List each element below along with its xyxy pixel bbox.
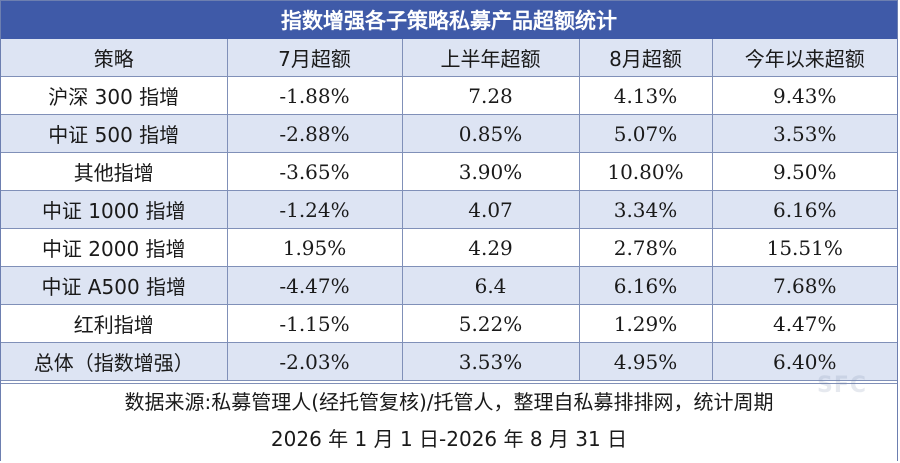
table-row: 沪深 300 指增 -1.88% 7.28 4.13% 9.43% — [1, 76, 897, 115]
value-cell: 4.13% — [579, 76, 713, 115]
strategy-cell: 总体（指数增强） — [1, 342, 228, 381]
value-cell: 4.07 — [402, 190, 580, 229]
value-cell: -2.88% — [227, 114, 403, 153]
table-row: 中证 2000 指增 1.95% 4.29 2.78% 15.51% — [1, 228, 897, 267]
table-row: 中证 500 指增 -2.88% 0.85% 5.07% 3.53% — [1, 114, 897, 153]
table-row: 中证 1000 指增 -1.24% 4.07 3.34% 6.16% — [1, 190, 897, 229]
value-cell: 1.29% — [579, 304, 713, 343]
value-cell: 6.40% — [712, 342, 897, 381]
value-cell: -1.88% — [227, 76, 403, 115]
column-header-first-half: 上半年超额 — [402, 39, 580, 77]
value-cell: 5.07% — [579, 114, 713, 153]
column-header-august: 8月超额 — [579, 39, 713, 77]
value-cell: 15.51% — [712, 228, 897, 267]
value-cell: 7.28 — [402, 76, 580, 115]
value-cell: 6.4 — [402, 266, 580, 305]
table-row: 中证 A500 指增 -4.47% 6.4 6.16% 7.68% — [1, 266, 897, 305]
strategy-cell: 中证 2000 指增 — [1, 228, 228, 267]
strategy-cell: 其他指增 — [1, 152, 228, 191]
value-cell: -1.24% — [227, 190, 403, 229]
value-cell: 3.90% — [402, 152, 580, 191]
value-cell: 7.68% — [712, 266, 897, 305]
value-cell: 3.53% — [402, 342, 580, 381]
value-cell: 1.95% — [227, 228, 403, 267]
strategy-cell: 中证 500 指增 — [1, 114, 228, 153]
source-note: 数据来源:私募管理人(经托管复核)/托管人，整理自私募排排网，统计周期 2026… — [1, 383, 897, 462]
value-cell: 9.43% — [712, 76, 897, 115]
watermark-logo: SFC — [816, 373, 867, 398]
source-note-line-2: 2026 年 1 月 1 日-2026 年 8 月 31 日 — [270, 427, 628, 451]
strategy-cell: 沪深 300 指增 — [1, 76, 228, 115]
value-cell: 9.50% — [712, 152, 897, 191]
table-row: 红利指增 -1.15% 5.22% 1.29% 4.47% — [1, 304, 897, 343]
value-cell: 4.95% — [579, 342, 713, 381]
source-note-line-1: 数据来源:私募管理人(经托管复核)/托管人，整理自私募排排网，统计周期 — [124, 390, 774, 414]
value-cell: 4.47% — [712, 304, 897, 343]
table-title: 指数增强各子策略私募产品超额统计 — [1, 1, 897, 39]
value-cell: 6.16% — [579, 266, 713, 305]
value-cell: 6.16% — [712, 190, 897, 229]
table-row: 总体（指数增强） -2.03% 3.53% 4.95% 6.40% — [1, 342, 897, 381]
value-cell: 4.29 — [402, 228, 580, 267]
column-header-strategy: 策略 — [1, 39, 228, 77]
strategy-cell: 中证 A500 指增 — [1, 266, 228, 305]
value-cell: 3.34% — [579, 190, 713, 229]
value-cell: 5.22% — [402, 304, 580, 343]
strategy-table: 策略 7月超额 上半年超额 8月超额 今年以来超额 沪深 300 指增 -1.8… — [1, 39, 897, 381]
value-cell: -3.65% — [227, 152, 403, 191]
value-cell: 0.85% — [402, 114, 580, 153]
value-cell: 3.53% — [712, 114, 897, 153]
value-cell: -1.15% — [227, 304, 403, 343]
value-cell: 2.78% — [579, 228, 713, 267]
header-row: 策略 7月超额 上半年超额 8月超额 今年以来超额 — [1, 39, 897, 77]
table-row: 其他指增 -3.65% 3.90% 10.80% 9.50% — [1, 152, 897, 191]
value-cell: 10.80% — [579, 152, 713, 191]
strategy-cell: 中证 1000 指增 — [1, 190, 228, 229]
value-cell: -4.47% — [227, 266, 403, 305]
column-header-july: 7月超额 — [227, 39, 403, 77]
column-header-ytd: 今年以来超额 — [712, 39, 897, 77]
strategy-cell: 红利指增 — [1, 304, 228, 343]
value-cell: -2.03% — [227, 342, 403, 381]
